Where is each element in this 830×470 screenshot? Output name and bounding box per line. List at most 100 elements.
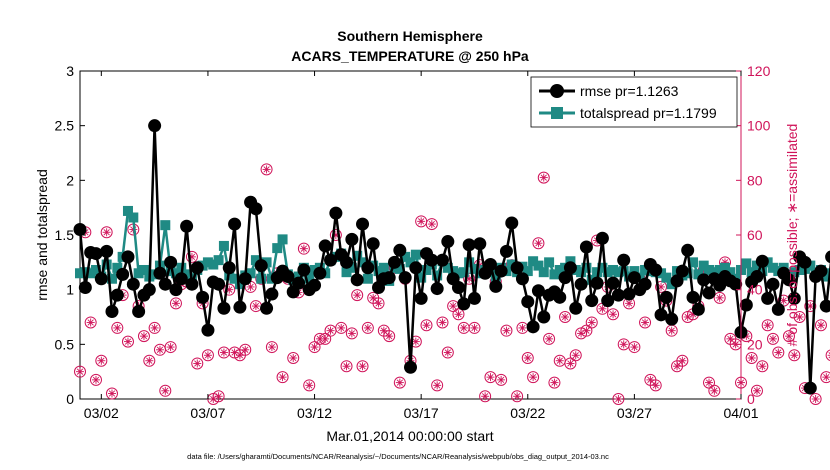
obs-count-point [639, 316, 652, 329]
totalspread-point [741, 258, 752, 269]
rmse-point [180, 219, 194, 233]
rmse-point [404, 360, 417, 374]
y-tick-label-right: 0 [747, 391, 755, 407]
rmse-point [142, 283, 156, 297]
obs-count-point [420, 319, 433, 332]
totalspread-point [421, 264, 432, 275]
y-tick-label-right: 60 [747, 227, 763, 243]
rmse-point [265, 287, 279, 301]
obs-count-point [137, 330, 150, 343]
x-tick-label: 03/22 [510, 405, 545, 421]
rmse-point [803, 381, 817, 395]
obs-count-point [532, 237, 545, 250]
obs-possible-marker [793, 311, 806, 323]
obs-count-point [607, 308, 620, 321]
rmse-point [164, 255, 178, 269]
rmse-point [579, 240, 593, 254]
totalspread-point [442, 262, 453, 273]
chart-title-line1: Southern Hemisphere [337, 28, 483, 44]
obs-assimilated-marker [471, 324, 478, 332]
y-axis-label-right: # of obs: o=possible; ∗=assimilated [784, 124, 800, 347]
rmse-point [521, 295, 535, 309]
rmse-point [766, 277, 780, 291]
obs-assimilated-marker [609, 311, 617, 318]
rmse-point [787, 291, 801, 305]
totalspread-point [208, 259, 219, 270]
obs-assimilated-marker [652, 382, 659, 389]
obs-assimilated-marker [460, 324, 467, 332]
rmse-point [345, 232, 359, 246]
obs-count-point [303, 379, 316, 392]
obs-count-point [713, 291, 726, 304]
obs-assimilated-marker [220, 349, 228, 356]
obs-count-point [612, 393, 625, 405]
obs-possible-marker [639, 316, 652, 329]
totalspread-point [229, 273, 240, 284]
obs-assimilated-marker [711, 387, 718, 394]
obs-assimilated-marker [279, 373, 286, 381]
totalspread-point [133, 268, 144, 279]
rmse-point [308, 278, 322, 292]
obs-assimilated-marker [370, 294, 377, 302]
totalspread-point [757, 266, 768, 277]
obs-assimilated-marker [524, 354, 531, 362]
obs-possible-marker [297, 242, 310, 255]
obs-count-point [159, 384, 172, 397]
totalspread-point [613, 267, 624, 278]
totalspread-point [458, 267, 469, 278]
obs-count-point [260, 163, 273, 176]
obs-possible-marker [761, 319, 774, 332]
obs-count-point [239, 343, 252, 356]
totalspread-point [128, 212, 139, 223]
obs-possible-marker [649, 379, 662, 392]
obs-count-point [825, 349, 830, 362]
obs-count-point [479, 390, 492, 403]
obs-assimilated-marker [242, 346, 249, 353]
obs-assimilated-marker [817, 322, 825, 329]
obs-count-point [356, 360, 369, 373]
totalspread-point [293, 271, 304, 282]
obs-count-point [766, 332, 779, 345]
rmse-point [750, 270, 764, 284]
y-tick-label-left: 2 [66, 172, 74, 188]
rmse-point [169, 283, 183, 297]
rmse-point [409, 261, 423, 275]
totalspread-point [373, 266, 384, 277]
obs-assimilated-marker [215, 393, 222, 400]
obs-possible-marker [585, 316, 598, 329]
obs-possible-marker [628, 341, 641, 354]
totalspread-point [464, 257, 475, 268]
obs-count-point [74, 365, 86, 378]
obs-possible-marker [463, 272, 476, 285]
obs-assimilated-marker [455, 311, 462, 318]
rmse-point [649, 263, 663, 277]
totalspread-point [597, 262, 608, 273]
obs-count-point [308, 341, 321, 354]
obs-assimilated-marker [599, 305, 606, 312]
obs-count-point [516, 321, 529, 334]
obs-assimilated-marker [545, 335, 553, 343]
rmse-point [467, 291, 481, 305]
totalspread-point [245, 268, 256, 279]
rmse-point [313, 266, 327, 280]
rmse-point [691, 302, 705, 316]
rmse-point [814, 264, 828, 278]
rmse-point [622, 287, 636, 301]
rmse-point [190, 261, 204, 275]
obs-assimilated-marker [647, 376, 654, 384]
obs-count-point [89, 373, 102, 386]
obs-count-point [169, 297, 182, 310]
obs-count-point [361, 321, 374, 334]
totalspread-point [725, 267, 736, 278]
obs-assimilated-marker [556, 357, 563, 364]
y-tick-label-left: 1 [66, 282, 74, 298]
obs-assimilated-marker [641, 319, 649, 326]
obs-possible-marker [543, 332, 556, 345]
obs-count-point [500, 324, 513, 337]
obs-count-point [217, 346, 230, 359]
obs-count-point [441, 346, 454, 359]
obs-possible-marker [393, 376, 406, 389]
rmse-point [739, 298, 753, 312]
rmse-point [574, 277, 588, 291]
y-tick-label-right: 20 [747, 336, 763, 352]
